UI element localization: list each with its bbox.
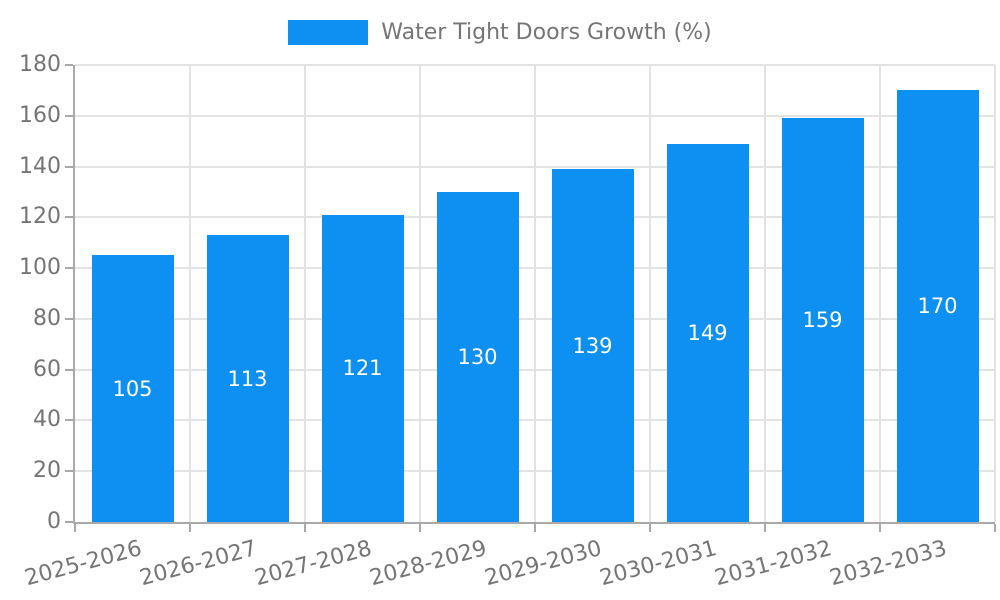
bar-2025-2026[interactable]: 105 <box>91 255 174 522</box>
y-axis-tick <box>65 216 73 219</box>
bar-value-label: 113 <box>227 366 268 391</box>
bar-value-label: 149 <box>687 320 728 345</box>
bar-value-label: 130 <box>457 344 498 369</box>
bar-value-label: 170 <box>917 294 958 319</box>
y-axis-tick <box>65 267 73 270</box>
y-axis-label: 20 <box>33 458 61 484</box>
bar-2030-2031[interactable]: 149 <box>666 143 749 522</box>
bar-value-label: 139 <box>572 333 613 358</box>
y-axis-label: 160 <box>19 102 61 128</box>
y-axis-label: 100 <box>19 255 61 281</box>
x-gridline <box>764 65 766 522</box>
y-axis-tick <box>65 419 73 422</box>
x-axis-tick <box>879 524 881 532</box>
y-axis-tick <box>65 470 73 473</box>
legend-label: Water Tight Doors Growth (%) <box>381 19 712 45</box>
x-gridline <box>419 65 421 522</box>
y-axis-label: 80 <box>33 305 61 331</box>
bar-2028-2029[interactable]: 130 <box>436 191 519 522</box>
x-axis-tick <box>534 524 536 532</box>
y-axis-tick <box>65 521 73 523</box>
x-axis-tick <box>649 524 651 532</box>
y-axis-tick <box>65 368 73 371</box>
y-axis-label: 40 <box>33 407 61 433</box>
x-gridline <box>189 65 191 522</box>
y-axis-tick <box>65 64 73 66</box>
bar-2032-2033[interactable]: 170 <box>896 90 979 522</box>
legend[interactable]: Water Tight Doors Growth (%) <box>0 16 1000 48</box>
x-axis-tick <box>994 524 996 532</box>
bar-value-label: 121 <box>342 356 383 381</box>
x-axis-tick <box>189 524 191 532</box>
y-axis-label: 0 <box>47 509 61 534</box>
x-axis-tick <box>764 524 766 532</box>
y-axis-tick <box>65 114 73 117</box>
bar-value-label: 105 <box>112 376 153 401</box>
bar-2029-2030[interactable]: 139 <box>551 169 634 522</box>
bar-value-label: 159 <box>802 308 843 333</box>
x-gridline <box>534 65 536 522</box>
y-axis-tick <box>65 165 73 168</box>
plot-area: 0 20 40 60 80 100 120 140 160 180 105 113 121 130 139 1… <box>19 52 996 591</box>
x-gridline <box>304 65 306 522</box>
bar-2026-2027[interactable]: 113 <box>206 235 289 522</box>
bar-2027-2028[interactable]: 121 <box>321 214 404 522</box>
x-axis-tick <box>304 524 306 532</box>
y-axis-label: 180 <box>19 52 61 77</box>
x-axis-tick <box>419 524 421 532</box>
x-axis-tick <box>74 524 76 532</box>
y-axis-label: 60 <box>33 356 61 382</box>
x-gridline <box>994 65 996 522</box>
bar-2031-2032[interactable]: 159 <box>781 118 864 522</box>
y-axis-label: 140 <box>19 153 61 179</box>
x-gridline <box>649 65 651 522</box>
y-axis-label: 120 <box>19 204 61 230</box>
legend-swatch <box>288 19 369 45</box>
x-gridline <box>879 65 881 522</box>
y-axis-tick <box>65 317 73 320</box>
